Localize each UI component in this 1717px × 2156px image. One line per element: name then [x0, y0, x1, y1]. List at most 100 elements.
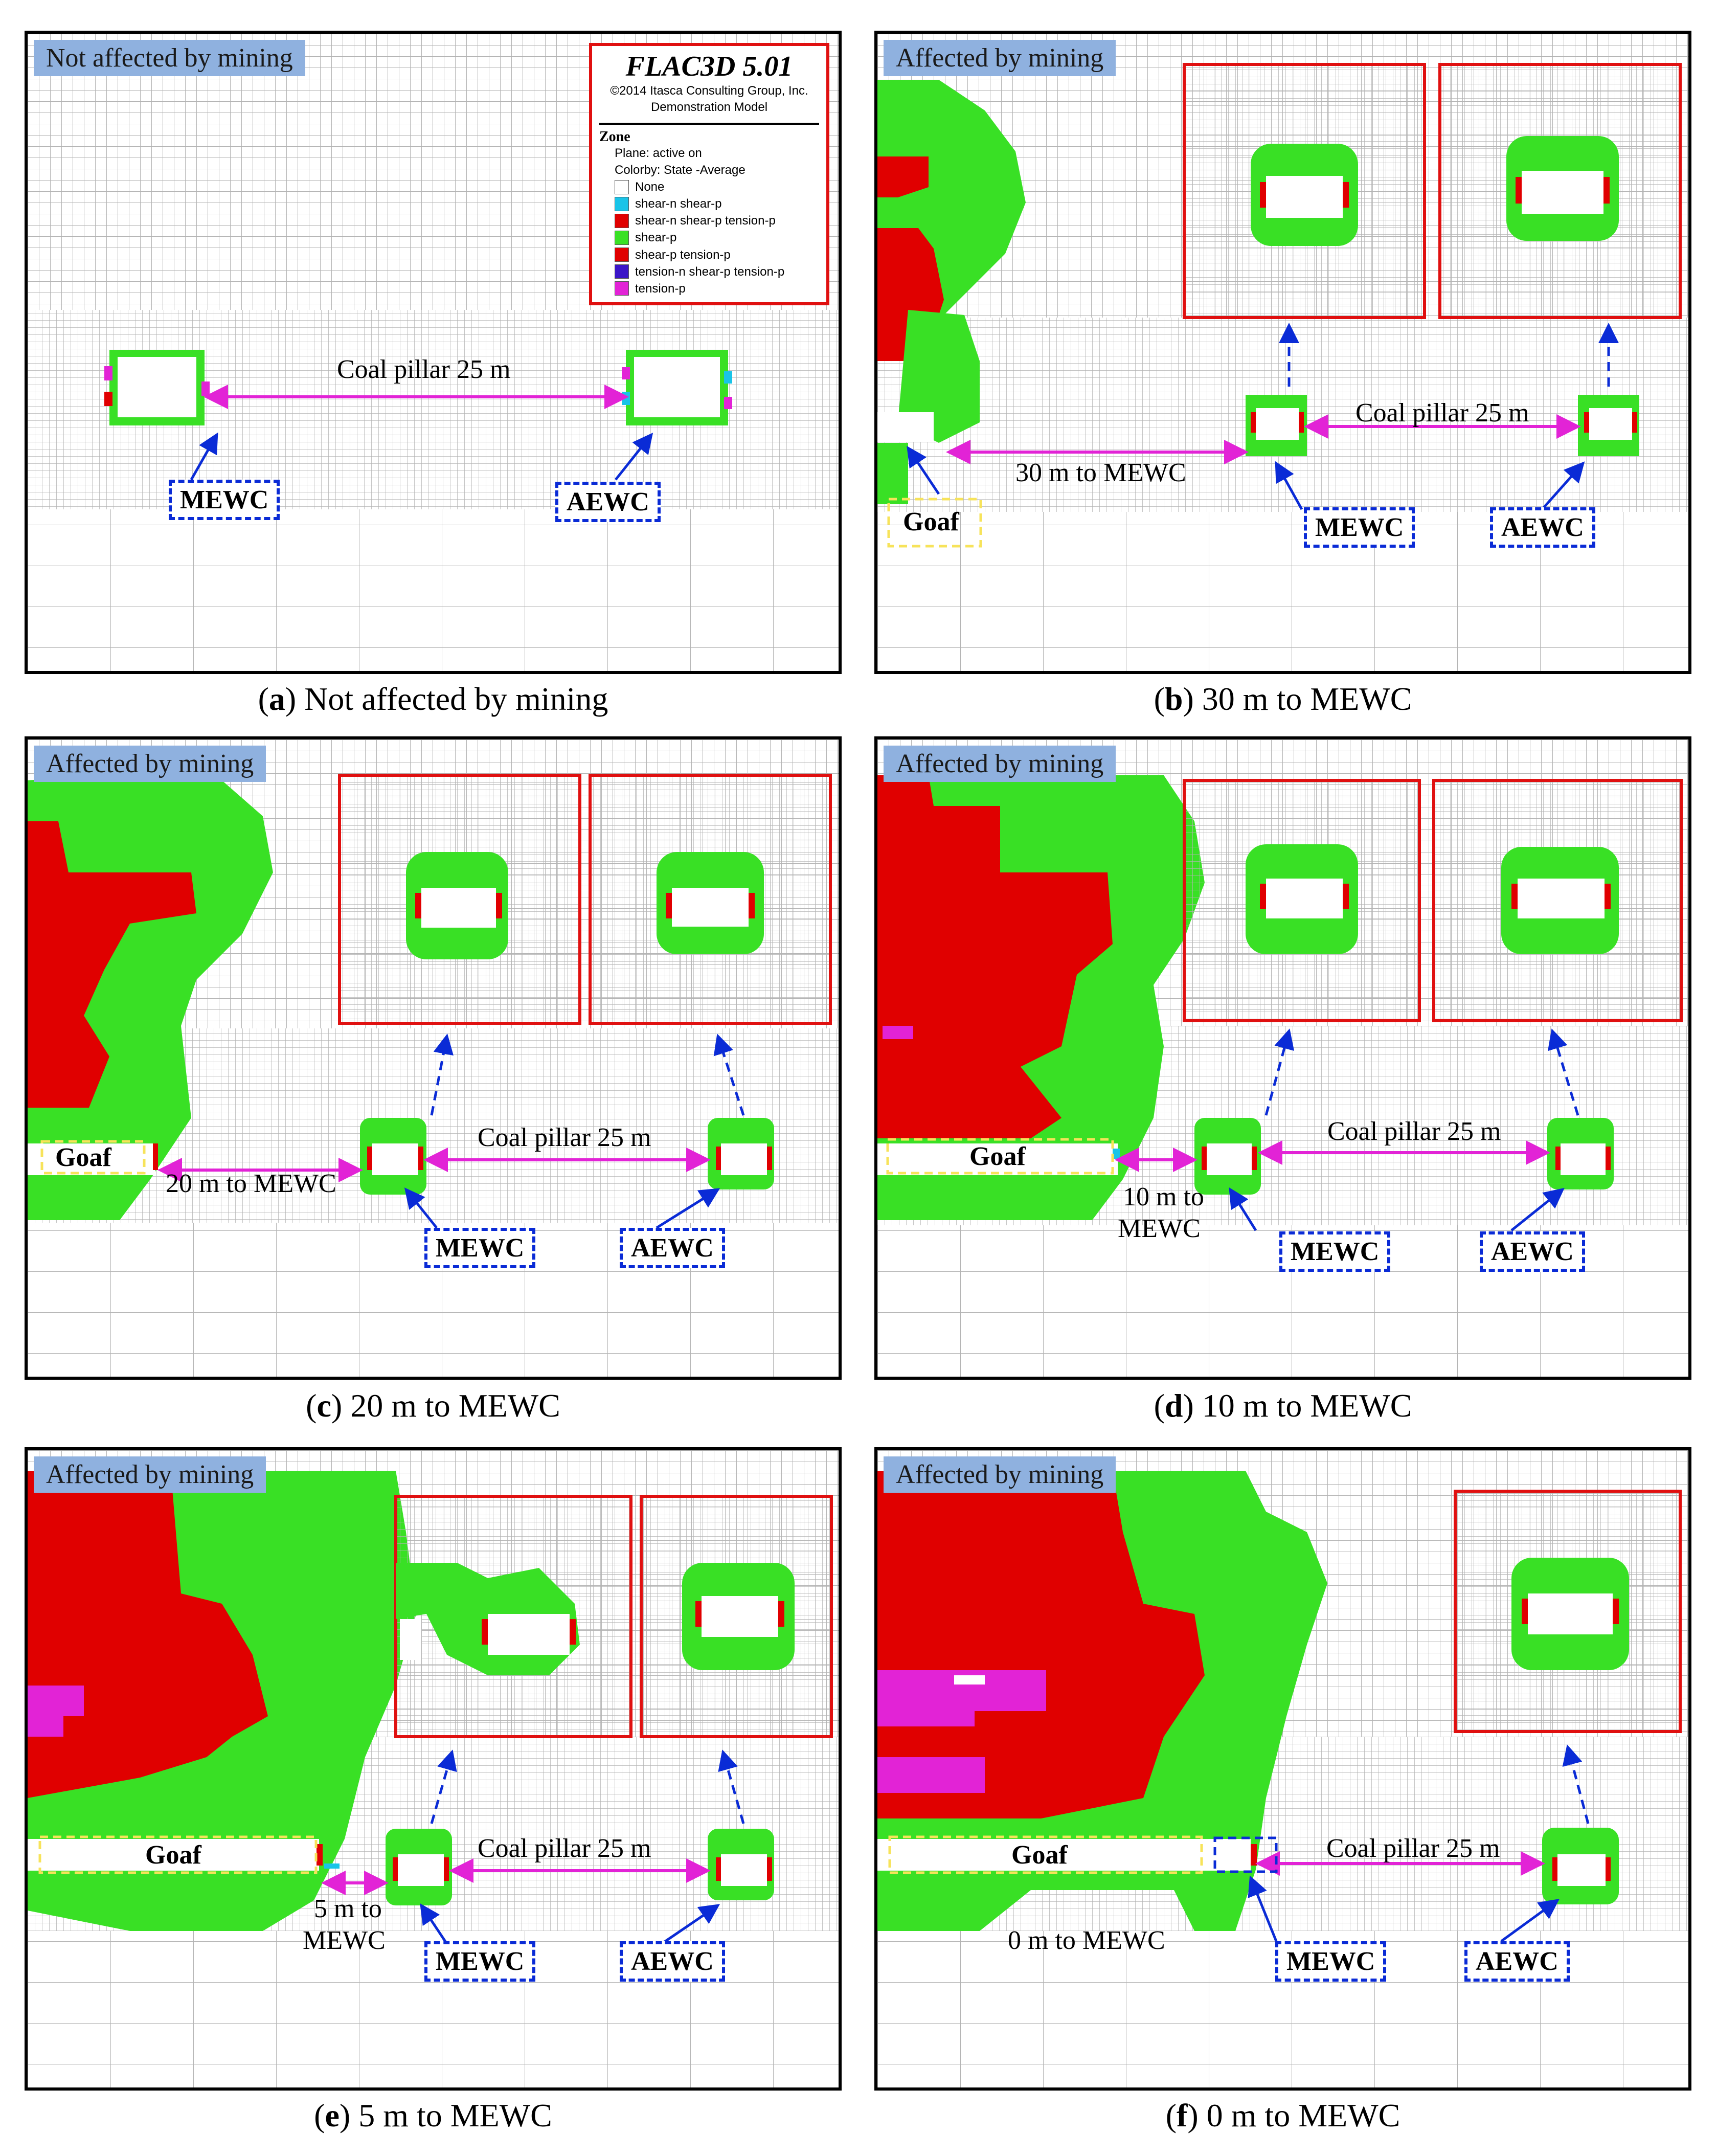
- legend-swatch: [615, 231, 629, 245]
- aewc-pointer: [615, 433, 653, 481]
- legend-item-label: tension-n shear-p tension-p: [635, 264, 785, 279]
- legend-plane: Plane: active on: [615, 146, 702, 161]
- goaf-box: [887, 498, 982, 548]
- zone-plot-b: [877, 34, 1688, 671]
- caption-c: (c) 20 m to MEWC: [306, 1387, 560, 1424]
- distance-label: 20 m to MEWC: [166, 1169, 336, 1198]
- aewc-inset: [1454, 1490, 1682, 1733]
- distance-label: 30 m to MEWC: [1015, 458, 1186, 487]
- mewc-label: MEWC: [424, 1228, 536, 1268]
- legend: FLAC3D 5.01 ©2014 Itasca Consulting Grou…: [589, 43, 829, 305]
- caption-a: (a) Not affected by mining: [258, 681, 608, 717]
- mewc-plastic-zone: [360, 1118, 426, 1195]
- panel-c: Affected by mining Coal pillar 25 m 20 m…: [25, 736, 842, 1380]
- mewc-label: MEWC: [1279, 1231, 1391, 1272]
- aewc-plastic-zone: [622, 350, 732, 425]
- status-tag: Affected by mining: [884, 746, 1116, 782]
- legend-item: shear-n shear-p: [599, 195, 819, 212]
- mewc-pointer: [1229, 1187, 1257, 1231]
- aewc-inset: [1432, 779, 1683, 1022]
- caption-e: (e) 5 m to MEWC: [314, 2097, 552, 2133]
- zone-plot-c: [28, 739, 839, 1377]
- legend-model: Demonstration Model: [650, 100, 768, 114]
- distance-label-line-2: MEWC: [1118, 1214, 1201, 1243]
- legend-item: shear-p tension-p: [599, 246, 819, 263]
- legend-copyright: ©2014 Itasca Consulting Group, Inc.: [610, 83, 808, 98]
- mewc-pointer: [190, 432, 218, 481]
- mewc-plastic-zone: [386, 1829, 452, 1905]
- caption-f: (f) 0 m to MEWC: [1165, 2097, 1400, 2133]
- distance-label-line-1: 10 m to: [1123, 1182, 1204, 1211]
- panel-d: Affected by mining Coal pillar 25 m 10 m…: [874, 736, 1691, 1380]
- legend-item: None: [599, 178, 819, 195]
- distance-label-line-1: 5 m to: [314, 1894, 382, 1923]
- pillar-label: Coal pillar 25 m: [478, 1123, 651, 1152]
- status-tag: Affected by mining: [34, 1456, 266, 1493]
- mewc-inset: [1183, 779, 1421, 1022]
- legend-item-label: shear-n shear-p: [635, 197, 722, 211]
- legend-heading: Zone: [599, 123, 819, 145]
- mewc-inset: [338, 774, 581, 1025]
- legend-item-label: shear-p tension-p: [635, 248, 731, 262]
- goaf-yield-zone: [28, 1471, 416, 1931]
- status-tag: Affected by mining: [34, 746, 266, 782]
- pillar-label: Coal pillar 25 m: [1327, 1117, 1501, 1146]
- pillar-label: Coal pillar 25 m: [337, 355, 511, 384]
- goaf-yield-zone: [28, 770, 273, 1220]
- legend-swatch: [615, 264, 629, 279]
- aewc-plastic-zone: [1578, 395, 1639, 456]
- aewc-plastic-zone: [708, 1829, 774, 1900]
- aewc-plastic-zone: [1542, 1828, 1619, 1904]
- legend-swatch: [615, 213, 629, 228]
- mewc-pointer: [1275, 461, 1303, 510]
- goaf-pointer: [907, 445, 940, 495]
- legend-swatch: [615, 248, 629, 262]
- aewc-inset: [1438, 63, 1682, 319]
- mewc-inset: [1183, 63, 1426, 319]
- legend-item: tension-n shear-p tension-p: [599, 263, 819, 280]
- goaf-yield-zone: [877, 80, 1026, 504]
- aewc-pointer: [1541, 461, 1585, 510]
- aewc-pointer: [656, 1188, 720, 1229]
- mewc-plastic-zone: [104, 350, 210, 425]
- aewc-label: AEWC: [620, 1228, 725, 1268]
- mewc-pointer: [1248, 1875, 1278, 1942]
- zone-plot-f: [877, 1450, 1688, 2087]
- goaf-yield-zone: [877, 775, 1205, 1220]
- distance-label-line-2: MEWC: [303, 1926, 386, 1955]
- goaf-box: [38, 1835, 318, 1874]
- status-tag: Affected by mining: [884, 1456, 1116, 1493]
- legend-item-label: shear-n shear-p tension-p: [635, 214, 776, 228]
- aewc-label: AEWC: [1490, 507, 1595, 548]
- aewc-label: AEWC: [1464, 1941, 1570, 1982]
- mewc-inset: [394, 1495, 632, 1738]
- aewc-inset: [589, 774, 832, 1025]
- mined-mewc-box: [1213, 1836, 1278, 1873]
- legend-item-label: tension-p: [635, 281, 686, 296]
- aewc-pointer: [661, 1904, 720, 1945]
- goaf-label: Goaf: [55, 1143, 111, 1172]
- legend-swatch: [615, 196, 629, 211]
- legend-item: shear-n shear-p tension-p: [599, 212, 819, 229]
- goaf-box: [886, 1138, 1114, 1175]
- caption-b: (b) 30 m to MEWC: [1154, 681, 1412, 717]
- mewc-label: MEWC: [1275, 1941, 1387, 1982]
- legend-item-label: shear-p: [635, 231, 677, 245]
- status-tag: Not affected by mining: [34, 40, 305, 76]
- pillar-label: Coal pillar 25 m: [1326, 1834, 1500, 1863]
- goaf-label: Goaf: [903, 507, 959, 536]
- aewc-label: AEWC: [555, 482, 661, 522]
- panel-f: Affected by mining Coal pillar 25 m 0 m …: [874, 1447, 1691, 2091]
- aewc-pointer: [1510, 1187, 1565, 1231]
- legend-item-label: None: [635, 180, 665, 194]
- panel-e: Affected by mining Coal pillar 25 m 5 m …: [25, 1447, 842, 2091]
- goaf-label: Goaf: [145, 1840, 201, 1870]
- aewc-plastic-zone: [708, 1118, 774, 1189]
- legend-item: tension-p: [599, 280, 819, 297]
- pillar-label: Coal pillar 25 m: [478, 1834, 651, 1863]
- legend-items: None shear-n shear-p shear-n shear-p tensi…: [599, 178, 819, 297]
- zone-plot-d: [877, 739, 1688, 1377]
- legend-swatch: [615, 281, 629, 296]
- mewc-plastic-zone: [1246, 395, 1307, 456]
